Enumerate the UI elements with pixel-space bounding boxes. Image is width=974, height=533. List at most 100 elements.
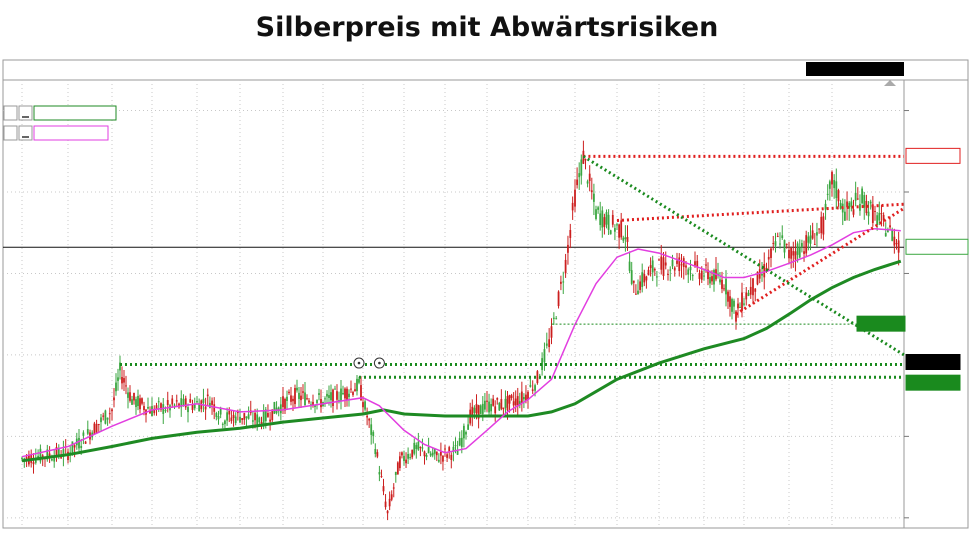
candle-body xyxy=(427,447,430,454)
candle-body xyxy=(723,288,725,290)
candle-body xyxy=(290,395,292,402)
date-badge xyxy=(806,62,904,76)
candle-body xyxy=(454,445,457,447)
candle-body xyxy=(73,445,76,448)
candle-body xyxy=(184,398,187,408)
candle-body xyxy=(421,447,424,449)
candle-body xyxy=(880,213,883,215)
candle-body xyxy=(258,417,261,423)
candle-body xyxy=(364,401,366,410)
candle-body xyxy=(518,401,521,406)
candle-body xyxy=(496,398,499,400)
candle-body xyxy=(818,228,820,230)
candle-body xyxy=(324,398,326,400)
candle-body xyxy=(813,243,816,245)
candle-body xyxy=(133,392,135,401)
candle-body xyxy=(82,432,85,436)
candle-body xyxy=(897,240,900,253)
candle-body xyxy=(514,398,517,406)
candle-body xyxy=(534,385,536,391)
candle-body xyxy=(882,214,885,221)
candle-body xyxy=(153,408,156,414)
candle-body xyxy=(262,410,265,427)
candle-body xyxy=(735,311,737,322)
candle-body xyxy=(846,201,848,208)
candle-body xyxy=(95,423,98,433)
candle-body xyxy=(713,270,715,285)
candle-body xyxy=(486,400,488,402)
candle-body xyxy=(425,454,428,457)
candle-body xyxy=(463,425,465,439)
candle-body xyxy=(578,173,581,178)
candle-body xyxy=(837,190,840,202)
candle-body xyxy=(444,448,446,450)
candle-body xyxy=(869,201,872,204)
candle-body xyxy=(618,224,620,238)
candle-body xyxy=(48,453,51,457)
candle-body xyxy=(405,459,407,464)
candle-body xyxy=(816,232,818,236)
candle-body xyxy=(187,407,189,413)
candle-body xyxy=(97,423,100,426)
candle-body xyxy=(298,392,300,399)
candle-body xyxy=(239,416,241,423)
candle-body xyxy=(876,215,879,226)
candle-body xyxy=(372,432,375,437)
candle-body xyxy=(245,416,248,419)
legend-minimize-box xyxy=(18,105,33,121)
candle-body xyxy=(705,264,707,266)
candle-body xyxy=(60,457,62,459)
candle-body xyxy=(523,397,525,400)
candle-body xyxy=(614,228,616,232)
candle-body xyxy=(779,243,781,245)
candle-body xyxy=(776,236,779,238)
candle-body xyxy=(807,236,810,243)
candle-body xyxy=(217,415,220,420)
candle-body xyxy=(700,270,703,280)
candle-body xyxy=(282,396,284,408)
candle-body xyxy=(884,233,887,237)
candle-body xyxy=(388,498,391,507)
candle-body xyxy=(160,403,162,410)
candle-body xyxy=(852,209,855,215)
candle-body xyxy=(399,456,401,469)
level-badge xyxy=(905,238,969,255)
candle-body xyxy=(149,410,151,414)
candle-body xyxy=(189,399,192,403)
candle-body xyxy=(506,396,509,411)
candle-body xyxy=(543,349,546,363)
candle-body xyxy=(151,406,153,417)
candle-body xyxy=(763,264,766,278)
candle-body xyxy=(147,406,149,409)
candle-body xyxy=(649,265,652,269)
candle-body xyxy=(626,236,629,242)
candle-body xyxy=(562,281,565,283)
candle-body xyxy=(344,388,346,399)
candle-body xyxy=(854,192,857,201)
candle-body xyxy=(510,395,513,399)
candle-body xyxy=(848,202,851,209)
candle-body xyxy=(102,415,105,417)
candle-body xyxy=(865,201,868,214)
candle-body xyxy=(465,432,467,435)
candle-body xyxy=(550,326,553,338)
candle-body xyxy=(647,269,650,276)
candle-body xyxy=(788,249,790,259)
candle-body xyxy=(580,159,583,176)
candle-body xyxy=(609,230,612,235)
candle-body xyxy=(576,179,578,186)
candle-body xyxy=(326,393,328,397)
candle-body xyxy=(193,403,196,409)
candle-body xyxy=(362,402,364,408)
candle-body xyxy=(628,261,631,271)
candle-body xyxy=(616,224,618,226)
candle-body xyxy=(555,318,558,320)
candlestick-series xyxy=(21,140,900,521)
candle-body xyxy=(431,452,434,456)
candle-body xyxy=(772,242,775,244)
candle-body xyxy=(166,400,169,406)
candle-body xyxy=(479,405,482,414)
candle-body xyxy=(756,271,759,285)
candle-body xyxy=(680,264,683,266)
candle-body xyxy=(284,398,286,411)
